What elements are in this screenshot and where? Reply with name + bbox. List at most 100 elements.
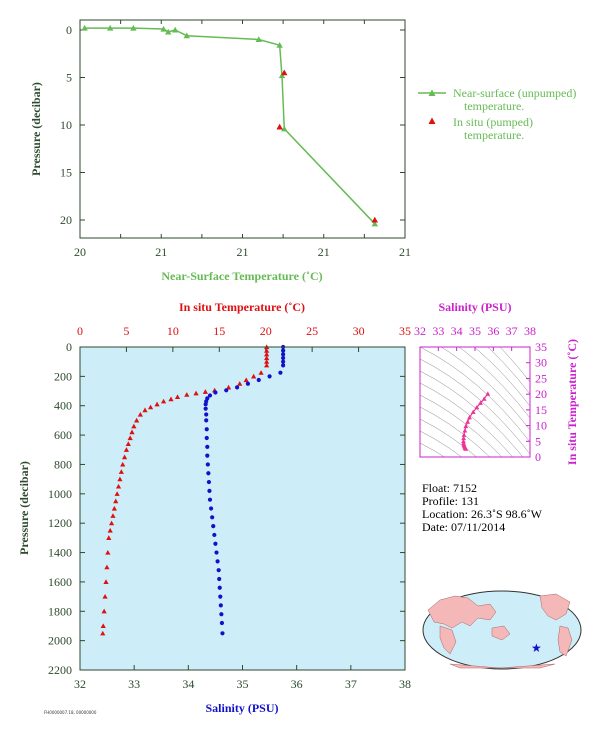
land-north-america <box>539 593 571 621</box>
legend-pumped-label-2: temperature. <box>464 128 524 142</box>
ts-point <box>461 435 467 441</box>
unpumped-point <box>281 125 288 132</box>
salinity-point <box>204 427 209 432</box>
ts-point <box>463 446 469 451</box>
salinity-point <box>218 594 223 599</box>
unpumped-point <box>183 32 190 39</box>
temperature-tick-label: 20 <box>260 324 272 338</box>
temperature-point <box>107 527 113 533</box>
unpumped-point <box>255 36 262 43</box>
salinity-point <box>267 374 272 379</box>
temperature-point <box>113 498 119 504</box>
temperature-tick-label: 5 <box>123 324 129 338</box>
salinity-point <box>215 559 220 564</box>
ts-point <box>462 428 468 433</box>
top-x-tick-label: 20 <box>74 245 86 259</box>
salinity-point <box>212 532 217 538</box>
salinity-tick-label: 33 <box>128 677 140 691</box>
temperature-point <box>184 392 190 397</box>
ts-plot-frame <box>419 346 531 458</box>
land-asia-europe <box>427 595 497 629</box>
ts-y-tick-label: 10 <box>535 419 547 433</box>
pressure-tick-label: 400 <box>54 399 72 413</box>
salinity-point <box>281 348 286 353</box>
pressure-tick-label: 600 <box>54 428 72 442</box>
pumped-point <box>281 69 288 76</box>
ts-density-contour <box>420 382 514 457</box>
salinity-point <box>204 435 209 441</box>
temperature-point <box>251 373 257 379</box>
temperature-point <box>193 390 199 396</box>
temperature-point <box>118 469 124 474</box>
unpumped-point <box>165 28 172 35</box>
pressure-tick-label: 1600 <box>48 575 72 589</box>
footer-code: FH0000007.18, 00000000 <box>44 710 97 715</box>
salinity-point <box>217 576 222 582</box>
ts-y-tick-label: 0 <box>535 450 541 464</box>
temperature-point <box>137 411 143 417</box>
pressure-tick-label: 2200 <box>48 663 72 677</box>
legend-pumped-label-1: In situ (pumped) <box>453 115 533 129</box>
temperature-point <box>258 370 264 375</box>
main-plot-frame <box>79 346 406 671</box>
pressure-tick-label: 1400 <box>48 546 72 560</box>
pressure-tick-label: 0 <box>66 340 72 354</box>
temperature-point <box>114 491 120 496</box>
salinity-point <box>224 388 229 393</box>
temperature-point <box>264 355 270 361</box>
land-africa <box>439 625 457 655</box>
profile-number: Profile: 131 <box>422 494 479 508</box>
salinity-point <box>213 541 218 546</box>
ts-point <box>463 423 469 429</box>
temperature-tick-label: 0 <box>77 324 83 338</box>
location: Location: 26.3˚S 98.6˚W <box>422 507 543 521</box>
salinity-tick-label: 36 <box>291 677 303 691</box>
salinity-point <box>219 612 224 617</box>
ts-x-tick-label: 38 <box>524 324 536 338</box>
temperature-tick-label: 10 <box>167 324 179 338</box>
salinity-point <box>207 488 212 493</box>
ts-density-contour <box>458 347 530 419</box>
ts-density-contour <box>487 347 530 395</box>
ts-density-contour <box>420 418 477 457</box>
main-y-axis-label: Pressure (decibar) <box>17 461 31 555</box>
temperature-point <box>142 407 148 413</box>
temperature-point <box>108 520 115 526</box>
salinity-tick-label: 38 <box>399 677 411 691</box>
salinity-point <box>207 497 213 502</box>
temperature-point <box>264 351 270 357</box>
date: Date: 07/11/2014 <box>422 520 505 534</box>
salinity-point <box>208 506 214 511</box>
salinity-point <box>281 355 286 361</box>
temperature-point <box>104 564 110 570</box>
legend-unpumped-label-1: Near-surface (unpumped) <box>453 86 576 100</box>
ts-point <box>478 400 483 405</box>
pressure-tick-label: 2000 <box>48 634 72 648</box>
ts-density-contour <box>420 442 445 457</box>
ts-y-tick-label: 35 <box>535 340 547 354</box>
ts-x-tick-label: 36 <box>487 324 499 338</box>
temperature-point <box>134 417 140 423</box>
main-x-axis-label: Salinity (PSU) <box>205 701 278 715</box>
top-plot-frame <box>79 19 406 239</box>
top-y-tick-label: 5 <box>66 71 72 85</box>
salinity-point <box>206 471 211 476</box>
top-y-tick-label: 0 <box>66 23 72 37</box>
pumped-point <box>276 123 283 130</box>
salinity-point <box>213 390 218 395</box>
temperature-point <box>101 608 107 614</box>
float-id: Float: 7152 <box>422 481 477 495</box>
unpumped-point <box>130 24 137 31</box>
temperature-point <box>110 513 116 518</box>
unpumped-point <box>160 25 167 32</box>
salinity-tick-label: 32 <box>74 677 86 691</box>
ts-x-tick-label: 32 <box>414 324 426 338</box>
temperature-point <box>264 359 270 364</box>
ts-density-contour <box>420 406 491 457</box>
salinity-point <box>220 631 225 636</box>
top-y-tick-label: 20 <box>60 213 72 227</box>
temperature-point <box>120 461 126 467</box>
unpumped-point <box>106 24 114 31</box>
land-south-america <box>557 625 573 657</box>
